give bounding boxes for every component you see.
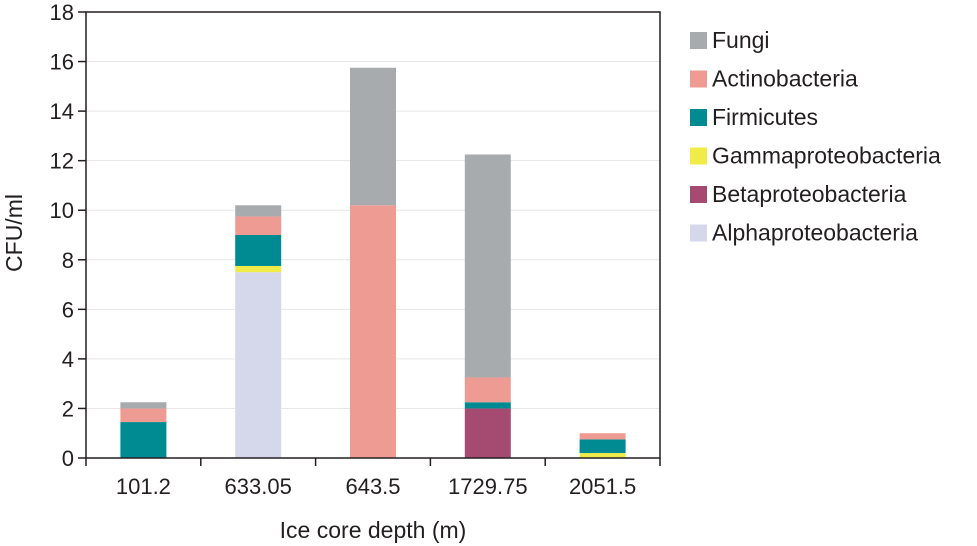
- legend-label-betaproteobacteria: Betaproteobacteria: [712, 181, 907, 207]
- bar-segment-actinobacteria: [350, 205, 396, 458]
- bar-segment-firmicutes: [464, 402, 511, 409]
- legend-swatch-betaproteobacteria: [690, 186, 707, 203]
- legend-swatch-firmicutes: [690, 109, 707, 126]
- y-axis-title: CFU/ml: [1, 194, 27, 272]
- x-tick-label: 633.05: [225, 474, 292, 499]
- x-tick-label: 2051.5: [569, 474, 636, 499]
- x-tick-label: 101.2: [116, 474, 171, 499]
- legend-label-fungi: Fungi: [712, 27, 770, 53]
- y-tick-label: 12: [50, 149, 74, 174]
- bar-segment-alphaproteobacteria: [235, 272, 282, 458]
- plot-frame: [85, 11, 661, 459]
- bar-segment-firmicutes: [120, 422, 167, 458]
- legend-swatch-alphaproteobacteria: [690, 224, 707, 242]
- y-tick-label: 8: [62, 248, 74, 273]
- bar-segment-fungi: [235, 205, 282, 217]
- legend-label-gammaproteobacteria: Gammaproteobacteria: [712, 143, 941, 169]
- bar-segment-firmicutes: [235, 235, 282, 266]
- bar-segment-fungi: [120, 402, 167, 409]
- bar-segment-fungi: [350, 67, 396, 206]
- bar-segment-gammaproteobacteria: [579, 453, 626, 458]
- legend-swatch-actinobacteria: [690, 70, 707, 88]
- y-tick-label: 16: [50, 50, 74, 75]
- axes: 0 2 4 6 8 10 12 14 16 18 101.2 633.05 643.5 1729.75 20…: [50, 0, 661, 499]
- bar-segment-firmicutes: [579, 439, 626, 454]
- y-tick-label: 18: [50, 0, 74, 25]
- bar-segment-betaproteobacteria: [464, 408, 511, 458]
- legend-label-alphaproteobacteria: Alphaproteobacteria: [712, 220, 918, 246]
- bar-segment-gammaproteobacteria: [235, 265, 282, 273]
- y-tick-label: 2: [62, 396, 74, 421]
- y-tick-label: 14: [50, 99, 74, 124]
- bar-segment-actinobacteria: [235, 216, 282, 235]
- legend-swatch-gammaproteobacteria: [690, 147, 707, 165]
- legend-label-firmicutes: Firmicutes: [712, 104, 818, 130]
- x-tick-label: 1729.75: [448, 474, 528, 499]
- y-tick-label: 4: [62, 347, 74, 372]
- bar-segment-actinobacteria: [120, 408, 167, 423]
- bar-segment-actinobacteria: [579, 433, 626, 440]
- bar-segment-actinobacteria: [464, 377, 511, 403]
- y-tick-label: 6: [62, 297, 74, 322]
- x-axis-title: Ice core depth (m): [280, 517, 467, 543]
- bars: [120, 67, 626, 458]
- legend: Fungi Actinobacteria Firmicutes Gammaproteo…: [690, 27, 941, 246]
- y-tick-label: 0: [62, 446, 74, 471]
- x-tick-label: 643.5: [345, 474, 400, 499]
- legend-swatch-fungi: [690, 32, 707, 49]
- bar-segment-fungi: [464, 154, 511, 378]
- y-tick-label: 10: [50, 198, 74, 223]
- legend-label-actinobacteria: Actinobacteria: [712, 66, 858, 92]
